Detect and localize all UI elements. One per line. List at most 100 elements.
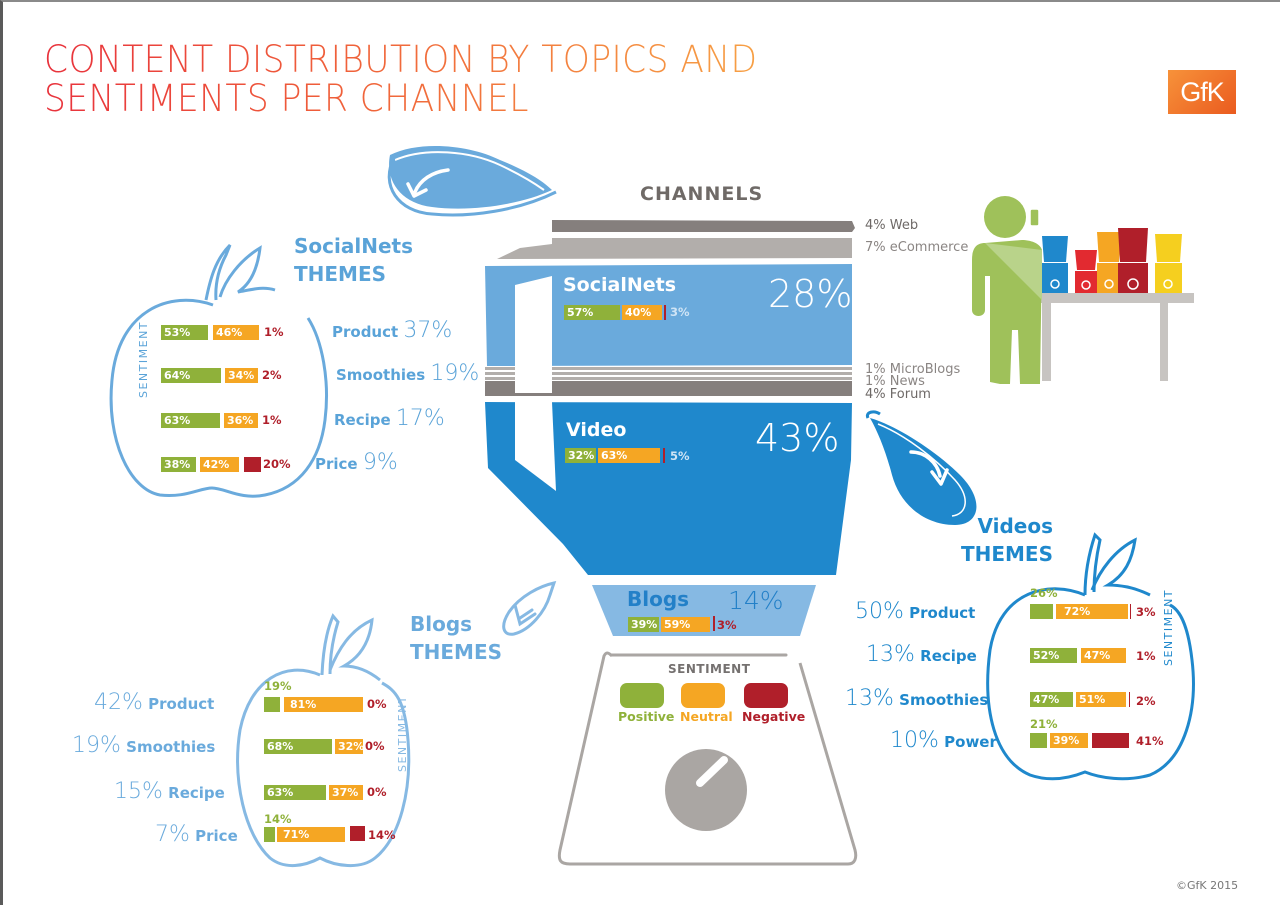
videos-sentiment-axis-label: SENTIMENT [1162,588,1175,666]
vd-power-negative-bar [1092,733,1129,748]
vd-smoothies-negative-bar [1129,692,1130,707]
title-line-1: CONTENT DISTRIBUTION BY TOPICS AND [44,38,758,81]
blogs-neutral-bar: 59% [661,617,710,632]
sn-recipe-topic: Recipe 17% [334,406,445,431]
bl-recipe-neutral-bar: 37% [329,785,363,800]
video-neutral-bar: 63% [598,448,660,463]
vd-smoothies-neutral-bar: 51% [1076,692,1126,707]
sn-smoothies-neutral-bar: 34% [225,368,258,383]
blogs-apple-outline [236,613,411,867]
channel-label-news: 1% News [865,374,925,389]
bl-product-topic: 42% Product [94,690,215,715]
bl-smoothies-positive-bar: 68% [264,739,332,754]
videos-themes-heading-line1: Videos [977,514,1053,538]
vd-product-neutral-bar: 72% [1056,604,1128,619]
sn-smoothies-negative-label: 2% [262,368,282,382]
blender-knob-icon [665,749,747,831]
person-with-blenders-icon [972,196,1194,384]
vd-power-neutral-bar: 39% [1050,733,1088,748]
copyright-footer: ©GfK 2015 [1176,879,1239,892]
videos-apple-outline [986,532,1195,781]
videos-themes-heading: Videos THEMES [958,512,1053,568]
legend-neutral-label: Neutral [680,709,733,724]
channel-label-microblogs: 1% MicroBlogs [865,362,961,377]
vd-power-positive-label: 21% [1030,717,1058,731]
channel-label-web: 4% Web [865,218,919,233]
sn-recipe-negative-label: 1% [262,413,282,427]
bl-price-positive-bar [264,827,275,842]
socialnets-negative-label: 3% [670,305,690,319]
blogs-negative-label: 3% [717,618,737,632]
bl-recipe-positive-bar: 63% [264,785,326,800]
socialnets-channel-pct: 28% [768,272,853,316]
vd-product-negative-label: 3% [1136,605,1156,619]
video-drop-icon [865,410,977,525]
bl-smoothies-topic: 19% Smoothies [72,733,216,758]
legend-negative-label: Negative [742,709,806,724]
video-negative-label: 5% [670,449,690,463]
bl-product-positive-label: 19% [264,679,292,693]
bl-smoothies-negative-label: 0% [365,739,385,753]
socialnets-sentiment-axis-label: SENTIMENT [137,320,150,398]
sn-product-neutral-bar: 46% [213,325,259,340]
blogs-positive-bar: 39% [628,617,659,632]
legend-positive-label: Positive [618,709,675,724]
vd-recipe-neutral-bar: 47% [1081,648,1126,663]
socialnets-positive-bar: 57% [564,305,620,320]
blogs-channel-name: Blogs [627,587,690,611]
sn-recipe-positive-bar: 63% [161,413,220,428]
vd-recipe-negative-label: 1% [1136,649,1156,663]
bl-product-positive-bar [264,697,280,712]
videos-themes-heading-line2: THEMES [960,542,1053,566]
socialnets-negative-bar [664,305,666,320]
blogs-channel-pct: 14% [728,586,784,615]
gfk-logo: GfK [1168,70,1236,114]
vd-product-negative-bar [1130,604,1131,619]
bl-product-negative-label: 0% [367,697,387,711]
bl-smoothies-neutral-bar: 32% [335,739,364,754]
bl-price-positive-label: 14% [264,812,292,826]
vd-power-positive-bar [1030,733,1047,748]
vd-product-topic: 50% Product [855,599,976,624]
channel-label-forum: 4% Forum [865,387,931,402]
sn-price-positive-bar: 38% [161,457,196,472]
vd-recipe-topic: 13% Recipe [866,642,977,667]
blogs-themes-heading: Blogs THEMES [410,610,502,666]
legend-positive-swatch [620,683,664,708]
blogs-negative-bar [713,616,715,631]
sn-product-positive-bar: 53% [161,325,208,340]
vd-power-negative-label: 41% [1136,734,1164,748]
vd-smoothies-positive-bar: 47% [1030,692,1073,707]
bl-price-topic: 7% Price [155,822,238,847]
sn-recipe-neutral-bar: 36% [224,413,258,428]
blogs-drop-icon [502,580,557,636]
sn-product-negative-label: 1% [264,325,284,339]
channel-label-ecommerce: 7% eCommerce [865,240,969,255]
socialnets-neutral-bar: 40% [622,305,662,320]
video-positive-bar: 32% [565,448,596,463]
vd-recipe-positive-bar: 52% [1030,648,1077,663]
bl-product-neutral-bar: 81% [284,697,363,712]
sn-price-negative-bar [244,457,261,472]
legend-negative-swatch [744,683,788,708]
bl-price-negative-label: 14% [368,828,396,842]
page-title: CONTENT DISTRIBUTION BY TOPICS AND SENTI… [44,40,758,118]
vd-smoothies-negative-label: 2% [1136,694,1156,708]
bl-recipe-topic: 15% Recipe [114,779,225,804]
channels-heading: CHANNELS [640,183,764,205]
sn-price-neutral-bar: 42% [200,457,239,472]
vd-smoothies-topic: 13% Smoothies [845,686,989,711]
sn-smoothies-positive-bar: 64% [161,368,221,383]
socialnets-themes-heading: SocialNets THEMES [294,232,413,288]
socialnets-channel-name: SocialNets [563,274,677,296]
blogs-themes-heading-line2: THEMES [410,640,503,664]
vd-power-topic: 10% Power [890,728,997,753]
vd-product-positive-label: 26% [1030,586,1058,600]
socialnets-drop-icon [387,145,557,217]
title-line-2: SENTIMENTS PER CHANNEL [44,77,529,120]
video-channel-name: Video [566,419,627,441]
socialnets-apple-outline [109,243,328,498]
sn-price-negative-label: 20% [263,457,291,471]
